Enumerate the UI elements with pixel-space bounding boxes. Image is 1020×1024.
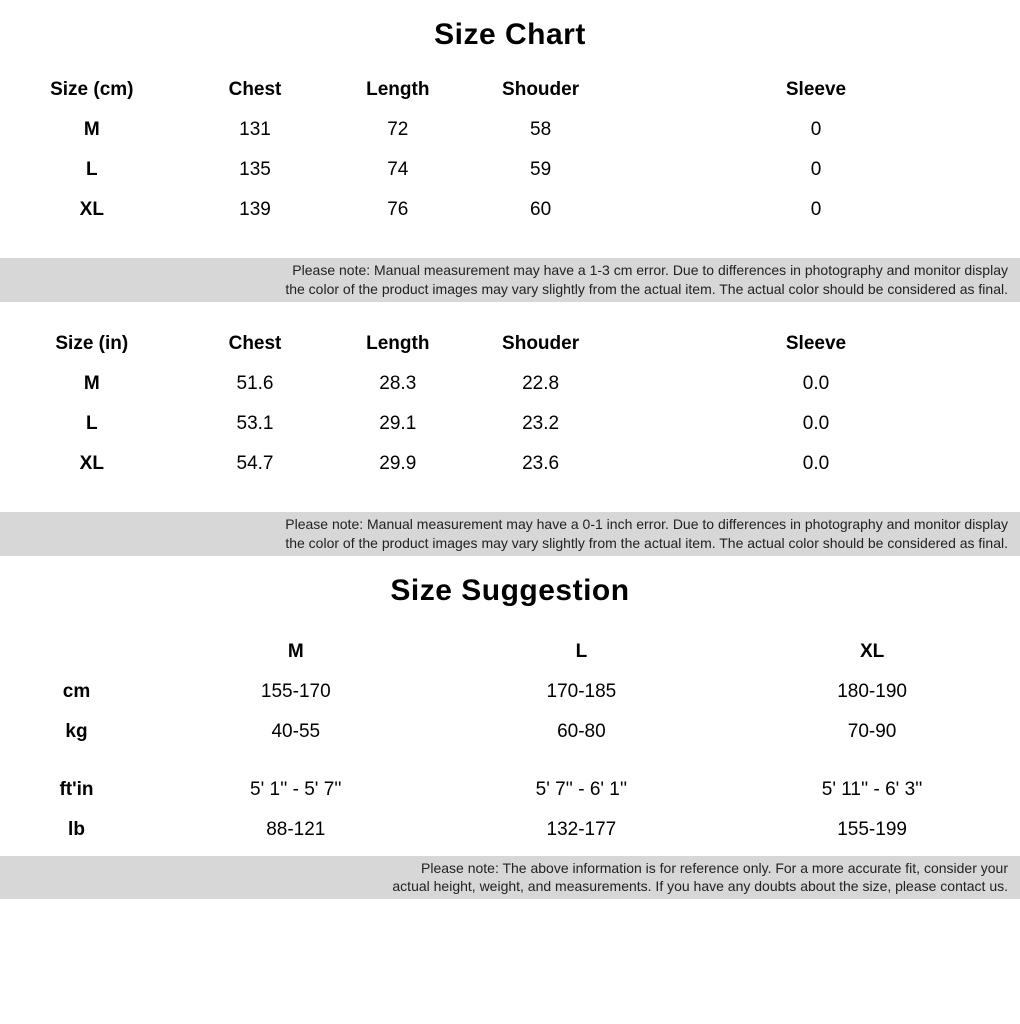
cell-shoulder: 22.8 [469, 364, 612, 404]
cell-sleeve: 0 [612, 150, 1020, 190]
table-row: XL 54.7 29.9 23.6 0.0 [0, 444, 1020, 484]
col-xl: XL [724, 632, 1020, 672]
cell-length: 28.3 [326, 364, 469, 404]
cell-shoulder: 60 [469, 190, 612, 230]
table-row: ft'in 5' 1'' - 5' 7'' 5' 7'' - 6' 1'' 5'… [0, 770, 1020, 810]
size-table-in: Size (in) Chest Length Shouder Sleeve M … [0, 324, 1020, 484]
row-label-kg: kg [0, 712, 153, 752]
table-row: cm 155-170 170-185 180-190 [0, 672, 1020, 712]
size-table-cm: Size (cm) Chest Length Shouder Sleeve M … [0, 70, 1020, 230]
col-blank [0, 632, 153, 672]
note-line: actual height, weight, and measurements.… [12, 877, 1008, 896]
cell-length: 29.9 [326, 444, 469, 484]
note-line: Please note: Manual measurement may have… [12, 515, 1008, 534]
note-line: the color of the product images may vary… [12, 280, 1008, 299]
cell: 40-55 [153, 712, 439, 752]
col-shoulder: Shouder [469, 70, 612, 110]
row-label-lb: lb [0, 810, 153, 850]
col-l: L [439, 632, 725, 672]
cell: 5' 7'' - 6' 1'' [439, 770, 725, 810]
cell-size: L [0, 404, 184, 444]
spacer-row [0, 752, 1020, 770]
col-sleeve: Sleeve [612, 70, 1020, 110]
cell-shoulder: 23.6 [469, 444, 612, 484]
col-chest: Chest [184, 70, 327, 110]
table-header-row: Size (in) Chest Length Shouder Sleeve [0, 324, 1020, 364]
cell-sleeve: 0.0 [612, 444, 1020, 484]
cell: 170-185 [439, 672, 725, 712]
cell-sleeve: 0.0 [612, 364, 1020, 404]
cell-chest: 131 [184, 110, 327, 150]
col-chest: Chest [184, 324, 327, 364]
cell-chest: 51.6 [184, 364, 327, 404]
cell-length: 29.1 [326, 404, 469, 444]
table-row: L 53.1 29.1 23.2 0.0 [0, 404, 1020, 444]
table-row: XL 139 76 60 0 [0, 190, 1020, 230]
cell: 180-190 [724, 672, 1020, 712]
cell-shoulder: 23.2 [469, 404, 612, 444]
cell-size: L [0, 150, 184, 190]
cell-shoulder: 58 [469, 110, 612, 150]
cell-chest: 54.7 [184, 444, 327, 484]
cell-sleeve: 0 [612, 190, 1020, 230]
cell: 155-199 [724, 810, 1020, 850]
cell-chest: 139 [184, 190, 327, 230]
cell-size: M [0, 110, 184, 150]
cell-sleeve: 0 [612, 110, 1020, 150]
cell-chest: 135 [184, 150, 327, 190]
size-suggestion-title: Size Suggestion [0, 556, 1020, 626]
table-row: M 131 72 58 0 [0, 110, 1020, 150]
col-length: Length [326, 324, 469, 364]
col-sleeve: Sleeve [612, 324, 1020, 364]
note-in: Please note: Manual measurement may have… [0, 512, 1020, 556]
cell: 70-90 [724, 712, 1020, 752]
cell: 155-170 [153, 672, 439, 712]
cell: 5' 11'' - 6' 3'' [724, 770, 1020, 810]
cell-length: 72 [326, 110, 469, 150]
size-chart-title: Size Chart [0, 0, 1020, 70]
table-header-row: Size (cm) Chest Length Shouder Sleeve [0, 70, 1020, 110]
table-row: lb 88-121 132-177 155-199 [0, 810, 1020, 850]
row-label-ftin: ft'in [0, 770, 153, 810]
note-suggestion: Please note: The above information is fo… [0, 856, 1020, 900]
cell-chest: 53.1 [184, 404, 327, 444]
col-shoulder: Shouder [469, 324, 612, 364]
col-m: M [153, 632, 439, 672]
table-header-row: M L XL [0, 632, 1020, 672]
cell-sleeve: 0.0 [612, 404, 1020, 444]
note-line: Please note: The above information is fo… [12, 859, 1008, 878]
table-row: L 135 74 59 0 [0, 150, 1020, 190]
size-suggestion-table: M L XL cm 155-170 170-185 180-190 kg 40-… [0, 632, 1020, 850]
col-size: Size (cm) [0, 70, 184, 110]
note-cm: Please note: Manual measurement may have… [0, 258, 1020, 302]
cell: 132-177 [439, 810, 725, 850]
cell: 88-121 [153, 810, 439, 850]
cell-shoulder: 59 [469, 150, 612, 190]
cell-length: 76 [326, 190, 469, 230]
row-label-cm: cm [0, 672, 153, 712]
table-row: M 51.6 28.3 22.8 0.0 [0, 364, 1020, 404]
cell-size: M [0, 364, 184, 404]
note-line: the color of the product images may vary… [12, 534, 1008, 553]
cell: 60-80 [439, 712, 725, 752]
table-row: kg 40-55 60-80 70-90 [0, 712, 1020, 752]
cell-size: XL [0, 190, 184, 230]
col-size: Size (in) [0, 324, 184, 364]
col-length: Length [326, 70, 469, 110]
cell-length: 74 [326, 150, 469, 190]
note-line: Please note: Manual measurement may have… [12, 261, 1008, 280]
cell-size: XL [0, 444, 184, 484]
cell: 5' 1'' - 5' 7'' [153, 770, 439, 810]
